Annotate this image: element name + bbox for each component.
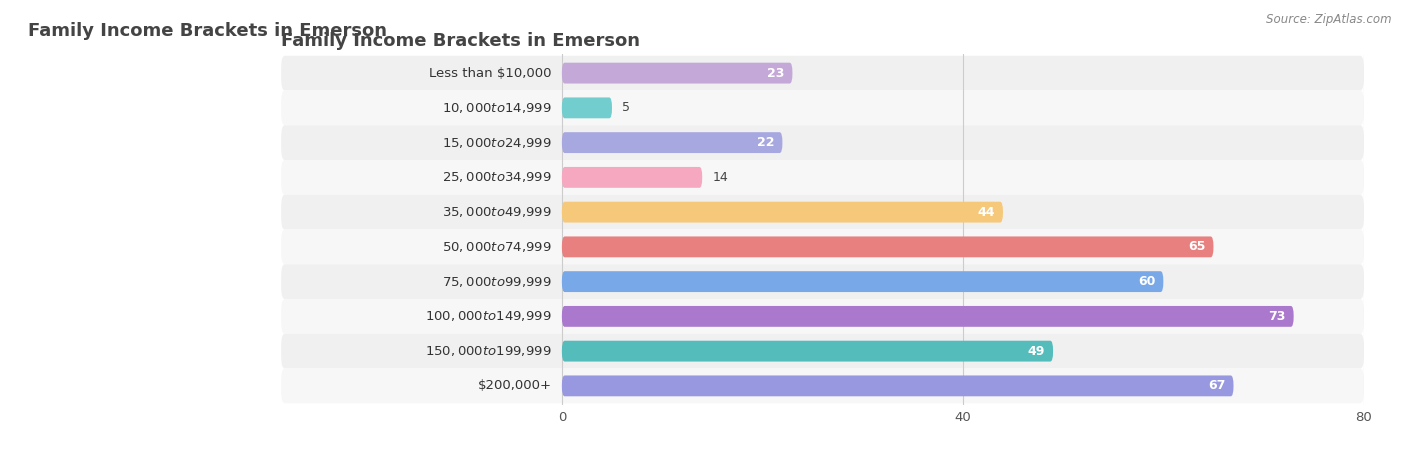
Text: $50,000 to $74,999: $50,000 to $74,999 — [441, 240, 551, 254]
Text: 73: 73 — [1268, 310, 1285, 323]
Text: Family Income Brackets in Emerson: Family Income Brackets in Emerson — [28, 22, 387, 40]
Text: $200,000+: $200,000+ — [478, 379, 551, 392]
Text: $100,000 to $149,999: $100,000 to $149,999 — [426, 310, 551, 324]
Text: $35,000 to $49,999: $35,000 to $49,999 — [441, 205, 551, 219]
FancyBboxPatch shape — [562, 132, 782, 153]
Text: 49: 49 — [1028, 345, 1045, 358]
FancyBboxPatch shape — [281, 264, 1364, 299]
Text: 67: 67 — [1208, 379, 1226, 392]
Text: 22: 22 — [756, 136, 775, 149]
FancyBboxPatch shape — [562, 341, 1053, 361]
Text: Source: ZipAtlas.com: Source: ZipAtlas.com — [1267, 14, 1392, 27]
FancyBboxPatch shape — [281, 160, 1364, 195]
Text: $10,000 to $14,999: $10,000 to $14,999 — [441, 101, 551, 115]
FancyBboxPatch shape — [562, 375, 1233, 396]
FancyBboxPatch shape — [281, 195, 1364, 230]
Text: $75,000 to $99,999: $75,000 to $99,999 — [441, 274, 551, 288]
Text: $25,000 to $34,999: $25,000 to $34,999 — [441, 171, 551, 184]
Text: 60: 60 — [1137, 275, 1156, 288]
Text: 5: 5 — [621, 101, 630, 114]
Text: Less than $10,000: Less than $10,000 — [429, 67, 551, 80]
FancyBboxPatch shape — [281, 230, 1364, 264]
Text: 14: 14 — [713, 171, 728, 184]
FancyBboxPatch shape — [562, 167, 702, 188]
FancyBboxPatch shape — [281, 299, 1364, 334]
Text: $150,000 to $199,999: $150,000 to $199,999 — [426, 344, 551, 358]
FancyBboxPatch shape — [562, 306, 1294, 327]
Text: $15,000 to $24,999: $15,000 to $24,999 — [441, 135, 551, 149]
FancyBboxPatch shape — [281, 334, 1364, 369]
FancyBboxPatch shape — [562, 236, 1213, 257]
Text: 65: 65 — [1188, 240, 1205, 253]
FancyBboxPatch shape — [562, 63, 793, 84]
FancyBboxPatch shape — [281, 125, 1364, 160]
Text: Family Income Brackets in Emerson: Family Income Brackets in Emerson — [281, 32, 640, 50]
FancyBboxPatch shape — [562, 271, 1163, 292]
Text: 23: 23 — [768, 67, 785, 80]
FancyBboxPatch shape — [562, 202, 1002, 223]
Text: 44: 44 — [977, 206, 995, 219]
FancyBboxPatch shape — [281, 369, 1364, 403]
FancyBboxPatch shape — [562, 98, 612, 118]
FancyBboxPatch shape — [281, 90, 1364, 125]
FancyBboxPatch shape — [281, 56, 1364, 90]
